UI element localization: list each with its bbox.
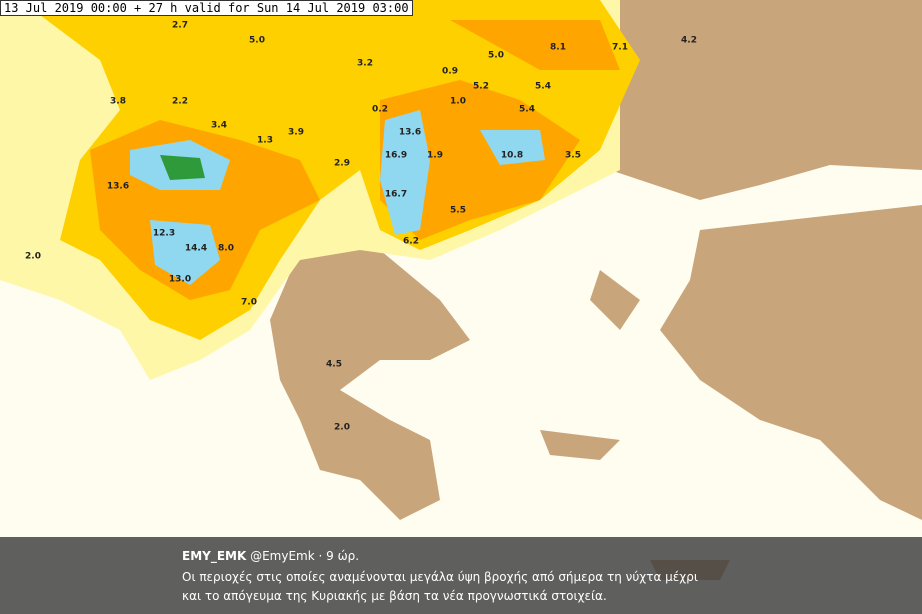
rain-label: 0.2: [372, 105, 388, 115]
rain-label: 5.0: [488, 51, 504, 61]
rain-label: 5.4: [535, 82, 551, 92]
rain-label: 14.4: [185, 244, 207, 254]
rain-label: 3.8: [110, 97, 126, 107]
precip-very-heavy: [130, 110, 545, 285]
rain-label: 1.0: [450, 97, 466, 107]
tweet-time[interactable]: · 9 ώρ.: [318, 549, 360, 563]
land: [600, 0, 922, 200]
rain-label: 2.0: [334, 423, 350, 433]
rain-label: 1.3: [257, 136, 273, 146]
rain-label: 13.6: [107, 182, 129, 192]
rain-label: 2.2: [172, 97, 188, 107]
rain-label: 5.5: [450, 206, 466, 216]
rain-label: 7.1: [612, 43, 628, 53]
land: [270, 250, 470, 520]
rain-label: 5.2: [473, 82, 489, 92]
rain-label: 3.4: [211, 121, 227, 131]
rain-label: 5.4: [519, 105, 535, 115]
rain-label: 4.5: [326, 360, 342, 370]
rain-label: 13.6: [399, 128, 421, 138]
precip-heavy: [90, 20, 620, 300]
rain-label: 3.5: [565, 151, 581, 161]
rain-label: 12.3: [153, 229, 175, 239]
rain-label: 3.9: [288, 128, 304, 138]
tweet-author[interactable]: EMY_EMK: [182, 549, 247, 563]
rain-label: 13.0: [169, 275, 191, 285]
tweet-handle[interactable]: @EmyEmk: [250, 549, 315, 563]
rain-label: 5.0: [249, 36, 265, 46]
rain-label: 2.7: [172, 21, 188, 31]
map-header: 13 Jul 2019 00:00 + 27 h valid for Sun 1…: [0, 0, 413, 16]
rain-label: 1.9: [427, 151, 443, 161]
rain-label: 16.9: [385, 151, 407, 161]
rain-label: 10.8: [501, 151, 523, 161]
rain-label: 16.7: [385, 190, 407, 200]
tweet-text: και το απόγευμα της Κυριακής με βάση τα …: [182, 589, 607, 603]
rain-label: 8.1: [550, 43, 566, 53]
tweet-text: Οι περιοχές στις οποίες αναμένονται μεγά…: [182, 570, 698, 584]
rain-label: 8.0: [218, 244, 234, 254]
rain-label: 7.0: [241, 298, 257, 308]
rain-label: 6.2: [403, 237, 419, 247]
rain-label: 2.0: [25, 252, 41, 262]
rain-label: 0.9: [442, 67, 458, 77]
tweet: EMY_EMK @EmyEmk · 9 ώρ. Οι περιοχές στις…: [0, 537, 922, 614]
rain-label: 4.2: [681, 36, 697, 46]
rain-label: 3.2: [357, 59, 373, 69]
rain-label: 2.9: [334, 159, 350, 169]
precip-extreme: [160, 155, 205, 180]
land: [660, 205, 922, 520]
